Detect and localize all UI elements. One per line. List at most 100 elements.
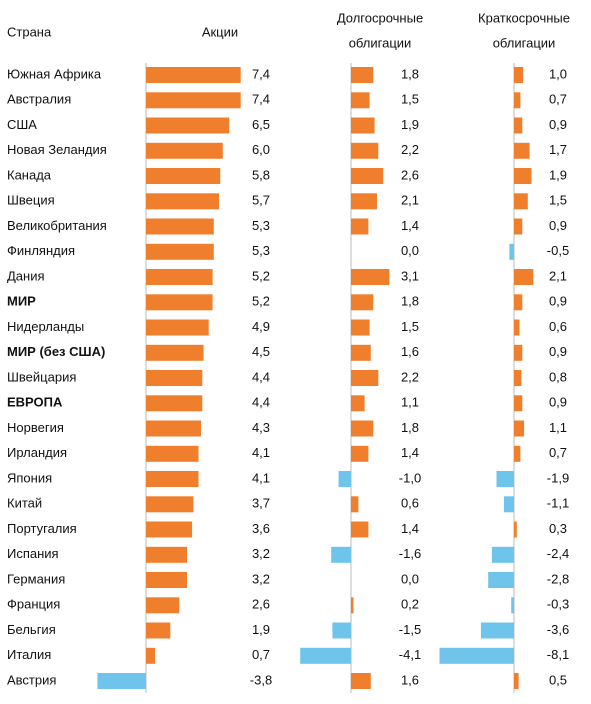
bar-short-bonds [509, 243, 514, 260]
bar-short-bonds [514, 193, 528, 210]
value-label-stocks: 4,5 [252, 344, 270, 359]
table-row: Австралия 7,4 1,5 0,7 [7, 92, 567, 109]
bar-stocks [146, 193, 219, 210]
value-label-stocks: 3,2 [252, 571, 270, 586]
table-row: Нидерланды 4,9 1,5 0,6 [7, 319, 567, 336]
country-label: Норвегия [7, 420, 64, 435]
bar-long-bonds [351, 420, 374, 437]
value-label-stocks: 5,3 [252, 243, 270, 258]
value-label-stocks: 5,2 [252, 294, 270, 309]
country-label: Бельгия [7, 622, 56, 637]
bar-short-bonds [514, 344, 523, 361]
value-label-long-bonds: 0,0 [401, 243, 419, 258]
bar-long-bonds [351, 521, 369, 538]
bar-long-bonds [351, 168, 384, 184]
bar-long-bonds [351, 67, 374, 83]
value-label-stocks: 2,6 [252, 597, 270, 612]
value-label-long-bonds: 1,4 [401, 218, 419, 233]
bar-long-bonds [351, 269, 390, 285]
value-label-long-bonds: 0,0 [401, 571, 419, 586]
bar-short-bonds [514, 117, 523, 134]
column-header-long-bonds: облигации [349, 35, 412, 50]
table-row: Германия 3,2 0,0 -2,8 [7, 571, 569, 588]
bar-stocks [146, 67, 241, 83]
bar-long-bonds [332, 622, 351, 639]
value-label-long-bonds: 0,6 [401, 496, 419, 511]
value-label-long-bonds: 1,8 [401, 66, 419, 81]
country-label: Португалия [7, 521, 77, 536]
bar-short-bonds [514, 395, 523, 412]
bar-stocks [146, 142, 223, 159]
country-label: МИР (без США) [7, 344, 105, 359]
value-label-short-bonds: 1,9 [549, 167, 567, 182]
country-header: Страна [7, 24, 52, 39]
table-row: Норвегия 4,3 1,8 1,1 [7, 420, 567, 437]
table-row: МИР (без США) 4,5 1,6 0,9 [7, 344, 567, 361]
bar-stocks [146, 597, 180, 614]
bar-stocks [146, 496, 194, 513]
value-label-stocks: 6,5 [252, 117, 270, 132]
value-label-stocks: 7,4 [252, 66, 270, 81]
value-label-short-bonds: 2,1 [549, 268, 567, 283]
table-row: Испания 3,2 -1,6 -2,4 [7, 546, 569, 563]
value-label-short-bonds: 0,6 [549, 319, 567, 334]
value-label-long-bonds: -1,0 [399, 470, 421, 485]
value-label-long-bonds: 1,8 [401, 294, 419, 309]
value-label-short-bonds: -0,5 [547, 243, 569, 258]
bar-stocks [146, 445, 199, 462]
bar-short-bonds [491, 546, 514, 563]
value-label-long-bonds: -1,6 [399, 546, 421, 561]
value-label-stocks: 5,3 [252, 218, 270, 233]
country-label: Южная Африка [7, 66, 102, 81]
table-row: Португалия 3,6 1,4 0,3 [7, 521, 567, 538]
value-label-stocks: 3,7 [252, 496, 270, 511]
country-label: МИР [7, 294, 36, 309]
table-row: ЕВРОПА 4,4 1,1 0,9 [7, 395, 567, 412]
value-label-short-bonds: 0,9 [549, 344, 567, 359]
bar-short-bonds [439, 647, 514, 664]
bar-stocks [146, 546, 187, 563]
value-label-short-bonds: 1,0 [549, 66, 567, 81]
value-label-short-bonds: 0,7 [549, 92, 567, 107]
value-label-stocks: -3,8 [250, 672, 272, 687]
table-row: Канада 5,8 2,6 1,9 [7, 167, 567, 184]
value-label-short-bonds: 1,7 [549, 142, 567, 157]
country-label: Канада [7, 167, 52, 182]
value-label-stocks: 4,1 [252, 445, 270, 460]
bar-short-bonds [514, 673, 519, 689]
value-label-short-bonds: -1,9 [547, 470, 569, 485]
table-row: Япония 4,1 -1,0 -1,9 [7, 470, 569, 487]
value-label-short-bonds: 0,9 [549, 294, 567, 309]
bar-stocks [146, 92, 241, 109]
bar-short-bonds [514, 92, 521, 109]
value-label-stocks: 7,4 [252, 92, 270, 107]
bar-short-bonds [496, 471, 514, 487]
bar-stocks [146, 471, 199, 487]
bar-short-bonds [514, 420, 525, 437]
value-label-long-bonds: 1,6 [401, 344, 419, 359]
bar-long-bonds [351, 370, 379, 386]
table-row: Новая Зеландия 6,0 2,2 1,7 [7, 142, 567, 159]
bar-short-bonds [488, 572, 514, 588]
table-row: Китай 3,7 0,6 -1,1 [7, 496, 569, 513]
bar-stocks [146, 218, 214, 235]
bar-stocks [146, 622, 171, 639]
country-label: Нидерланды [7, 319, 84, 334]
value-label-long-bonds: 2,1 [401, 193, 419, 208]
country-label: Новая Зеландия [7, 142, 107, 157]
value-label-long-bonds: 1,5 [401, 92, 419, 107]
country-label: Финляндия [7, 243, 75, 258]
bar-short-bonds [514, 269, 534, 285]
bar-long-bonds [300, 647, 351, 664]
value-label-long-bonds: 2,2 [401, 369, 419, 384]
bar-stocks [146, 294, 213, 311]
value-label-short-bonds: -8,1 [547, 647, 569, 662]
bar-long-bonds [351, 445, 369, 462]
table-row: Австрия -3,8 1,6 0,5 [7, 672, 567, 689]
bar-stocks [146, 319, 209, 336]
bar-stocks [146, 395, 203, 412]
bar-short-bonds [514, 521, 517, 538]
bar-short-bonds [514, 142, 530, 159]
value-label-long-bonds: 1,5 [401, 319, 419, 334]
bar-short-bonds [514, 67, 524, 83]
